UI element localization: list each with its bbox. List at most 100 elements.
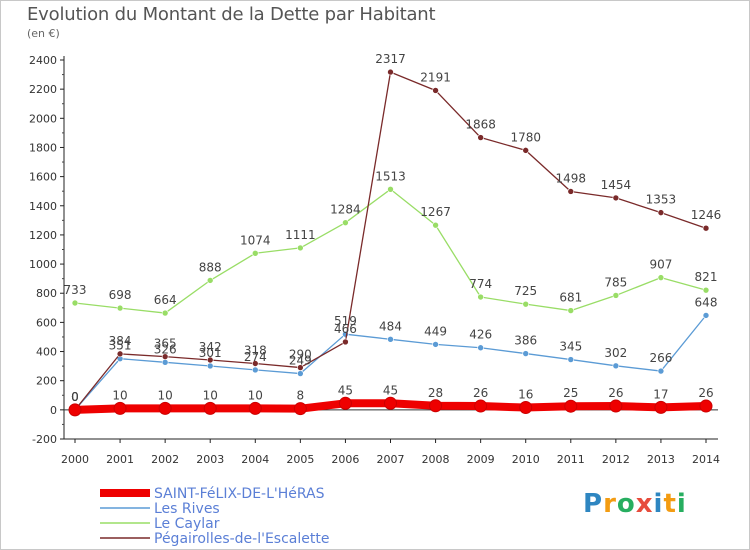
data-label: 681 bbox=[559, 291, 582, 305]
data-label: 386 bbox=[514, 334, 537, 348]
data-point bbox=[161, 309, 169, 317]
data-label: 426 bbox=[469, 328, 492, 342]
data-point bbox=[477, 344, 484, 352]
data-point bbox=[519, 401, 533, 415]
data-label: 0 bbox=[71, 390, 79, 404]
data-label: 785 bbox=[604, 275, 627, 289]
data-label: 1353 bbox=[646, 193, 677, 207]
data-label: 1074 bbox=[240, 233, 271, 247]
data-label: 1454 bbox=[601, 178, 632, 192]
data-point bbox=[477, 134, 484, 141]
data-label: 519 bbox=[334, 314, 357, 328]
data-label: 698 bbox=[109, 288, 132, 302]
data-label: 466 bbox=[334, 322, 357, 336]
data-label: 888 bbox=[199, 260, 222, 274]
data-label: 1513 bbox=[375, 169, 406, 183]
logo-letter: r bbox=[603, 489, 617, 519]
data-point bbox=[161, 353, 169, 360]
y-tick-label: 400 bbox=[36, 346, 57, 359]
data-label: 1780 bbox=[510, 130, 541, 144]
x-tick-label: 2005 bbox=[286, 453, 314, 466]
data-point bbox=[567, 188, 575, 195]
data-label: 26 bbox=[473, 386, 488, 400]
data-label: 1267 bbox=[420, 205, 451, 219]
x-tick-label: 2008 bbox=[422, 453, 450, 466]
data-label: 25 bbox=[563, 386, 578, 400]
data-point bbox=[429, 399, 443, 413]
data-label: 1868 bbox=[465, 118, 496, 132]
data-label: 2317 bbox=[375, 52, 406, 66]
data-label: 821 bbox=[695, 270, 718, 284]
data-point bbox=[206, 356, 214, 364]
data-label: 8 bbox=[297, 389, 305, 403]
data-label: 10 bbox=[112, 388, 127, 402]
y-tick-label: 800 bbox=[36, 287, 57, 300]
data-label: 907 bbox=[649, 258, 672, 272]
data-point bbox=[432, 341, 439, 348]
data-point bbox=[702, 224, 710, 232]
x-tick-label: 2006 bbox=[331, 453, 359, 466]
data-point bbox=[203, 401, 217, 415]
y-tick-label: 1600 bbox=[29, 171, 57, 184]
data-point bbox=[702, 286, 710, 294]
data-label: 10 bbox=[203, 388, 218, 402]
data-point bbox=[158, 401, 172, 415]
data-label: 318 bbox=[244, 343, 267, 357]
data-point bbox=[68, 403, 82, 417]
x-tick-label: 2012 bbox=[602, 453, 630, 466]
data-point bbox=[206, 277, 214, 284]
logo-letter: t bbox=[663, 489, 677, 519]
data-label: 725 bbox=[514, 284, 537, 298]
data-point bbox=[654, 400, 668, 414]
data-label: 351 bbox=[109, 339, 132, 353]
data-label: 342 bbox=[199, 340, 222, 354]
data-point bbox=[113, 401, 127, 415]
x-tick-label: 2003 bbox=[196, 453, 224, 466]
y-tick-label: 1200 bbox=[29, 229, 57, 242]
data-point bbox=[567, 356, 575, 363]
legend-label: Le Caylar bbox=[154, 516, 220, 532]
data-label: 384 bbox=[109, 334, 132, 348]
data-label: 449 bbox=[424, 324, 447, 338]
legend-label: Les Rives bbox=[154, 501, 220, 517]
data-point bbox=[564, 399, 578, 413]
y-tick-label: 0 bbox=[50, 404, 57, 417]
data-point bbox=[432, 221, 439, 229]
y-tick-label: 2400 bbox=[29, 54, 57, 67]
legend-label: Pégairolles-de-l'Escalette bbox=[154, 531, 329, 547]
data-point bbox=[297, 244, 304, 252]
data-label: 301 bbox=[199, 346, 222, 360]
proxiti-logo: Proxiti bbox=[583, 489, 687, 519]
y-tick-label: 1000 bbox=[29, 258, 57, 271]
data-point bbox=[474, 399, 488, 413]
logo-letter: i bbox=[676, 489, 687, 519]
chart-title: Evolution du Montant de la Dette par Hab… bbox=[27, 4, 436, 25]
y-tick-label: 200 bbox=[36, 375, 57, 388]
data-label: 16 bbox=[518, 388, 533, 402]
data-label: 290 bbox=[289, 348, 312, 362]
y-tick-label: -200 bbox=[32, 433, 57, 446]
data-label: 664 bbox=[154, 293, 177, 307]
data-point bbox=[251, 366, 259, 374]
x-tick-label: 2013 bbox=[647, 453, 675, 466]
data-point bbox=[657, 209, 665, 216]
data-point bbox=[293, 402, 307, 416]
data-point bbox=[387, 185, 394, 193]
data-label: 17 bbox=[653, 387, 668, 401]
data-label: 648 bbox=[695, 295, 718, 309]
data-label: 10 bbox=[248, 388, 263, 402]
data-label: 274 bbox=[244, 350, 267, 364]
data-point bbox=[251, 249, 259, 257]
data-point bbox=[251, 360, 259, 367]
data-point bbox=[384, 396, 397, 410]
data-label: 0 bbox=[71, 390, 79, 404]
data-point bbox=[206, 362, 214, 370]
x-tick-label: 2011 bbox=[557, 453, 585, 466]
data-point bbox=[612, 194, 620, 202]
y-tick-label: 600 bbox=[36, 316, 57, 329]
data-point bbox=[657, 274, 665, 281]
y-tick-label: 1800 bbox=[29, 141, 57, 154]
x-tick-label: 2004 bbox=[241, 453, 269, 466]
